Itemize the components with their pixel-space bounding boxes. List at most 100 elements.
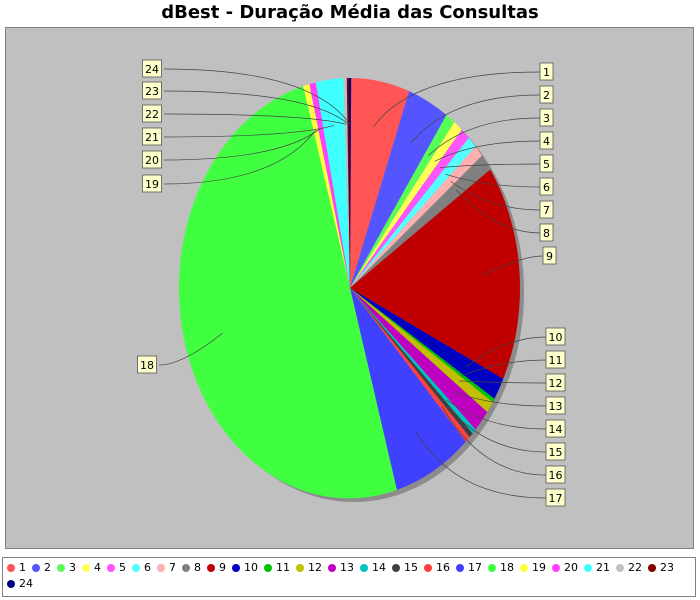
legend-swatch [82,564,90,572]
slice-label-8: 8 [539,223,554,242]
legend-item-5: 5 [107,560,126,576]
leader-line-18 [158,332,223,366]
legend-label: 7 [169,561,176,574]
legend-label: 23 [660,561,674,574]
slice-label-text: 22 [145,108,159,121]
slice-label-box [539,62,554,81]
pie-slice-8 [350,155,491,288]
legend-label: 20 [564,561,578,574]
slice-label-13: 13 [545,396,566,415]
slice-label-box [545,419,566,438]
slice-label-box [137,355,157,374]
legend-item-8: 8 [182,560,201,576]
leader-line-19 [163,129,317,185]
slice-label-21: 21 [142,127,162,146]
pie-slice-18 [178,86,397,499]
slice-label-23: 23 [142,81,162,100]
leader-line-8 [456,189,541,234]
slice-label-box [542,246,557,265]
slice-label-text: 14 [549,423,563,436]
legend-swatch [456,564,464,572]
pie-slice-13 [350,288,488,430]
slice-label-1: 1 [539,62,554,81]
leader-line-21 [163,125,335,138]
pie-slice-9 [350,169,520,379]
leader-line-12 [459,380,547,384]
legend-label: 6 [144,561,151,574]
slice-label-box [142,150,162,169]
legend-swatch [392,564,400,572]
slice-label-text: 11 [549,354,563,367]
leader-line-16 [441,406,547,476]
slice-label-box [545,465,566,484]
slice-label-box [142,59,162,78]
legend-swatch [424,564,432,572]
legend-label: 8 [194,561,201,574]
legend-item-6: 6 [132,560,151,576]
legend-label: 24 [19,577,33,590]
slice-label-text: 5 [543,158,550,171]
slice-label-text: 16 [549,469,563,482]
legend-swatch [296,564,304,572]
pie-slice-19 [303,84,350,288]
slice-label-text: 7 [543,204,550,217]
legend-swatch [488,564,496,572]
slice-label-box [142,174,162,193]
slice-label-20: 20 [142,150,162,169]
pie-slice-14 [350,288,476,434]
legend-label: 16 [436,561,450,574]
slice-label-6: 6 [539,177,554,196]
slice-label-box [539,108,554,127]
legend-label: 19 [532,561,546,574]
slice-label-2: 2 [539,85,554,104]
legend-label: 11 [276,561,290,574]
slice-label-box [539,223,554,242]
leader-line-20 [163,127,322,161]
legend-swatch [552,564,560,572]
leader-line-7 [450,180,541,211]
slice-label-15: 15 [545,442,566,461]
legend-item-21: 21 [584,560,610,576]
slice-label-text: 3 [543,112,550,125]
slice-label-box [539,177,554,196]
legend-swatch [107,564,115,572]
slice-label-box [539,154,554,173]
slice-label-text: 1 [543,66,550,79]
slice-label-12: 12 [545,373,566,392]
legend-swatch [616,564,624,572]
legend-label: 2 [44,561,51,574]
pie-slice-10 [350,288,504,399]
pie-slice-12 [350,288,493,412]
slice-label-16: 16 [545,465,566,484]
slice-label-text: 2 [543,89,550,102]
legend-item-20: 20 [552,560,578,576]
legend-item-13: 13 [328,560,354,576]
legend-label: 10 [244,561,258,574]
legend-item-19: 19 [520,560,546,576]
leader-line-24 [163,68,351,125]
slice-label-text: 10 [549,331,563,344]
slice-label-box [545,327,566,346]
legend-item-10: 10 [232,560,258,576]
slice-label-10: 10 [545,327,566,346]
slice-label-text: 19 [145,178,159,191]
legend-item-24: 24 [7,576,33,592]
slice-label-box [545,350,566,369]
leader-line-4 [434,140,541,162]
legend-label: 14 [372,561,386,574]
leader-line-2 [410,94,541,143]
slice-label-box [142,81,162,100]
leader-line-10 [466,336,547,367]
pie-slice-2 [350,91,447,289]
legend-item-4: 4 [82,560,101,576]
pie-slice-4 [350,122,462,288]
leader-line-13 [452,391,547,407]
legend-swatch [132,564,140,572]
legend-swatch [648,564,656,572]
legend-item-1: 1 [7,560,26,576]
leader-line-11 [461,359,547,377]
pie-slice-16 [350,288,470,442]
legend-item-23: 23 [648,560,674,576]
legend-label: 13 [340,561,354,574]
